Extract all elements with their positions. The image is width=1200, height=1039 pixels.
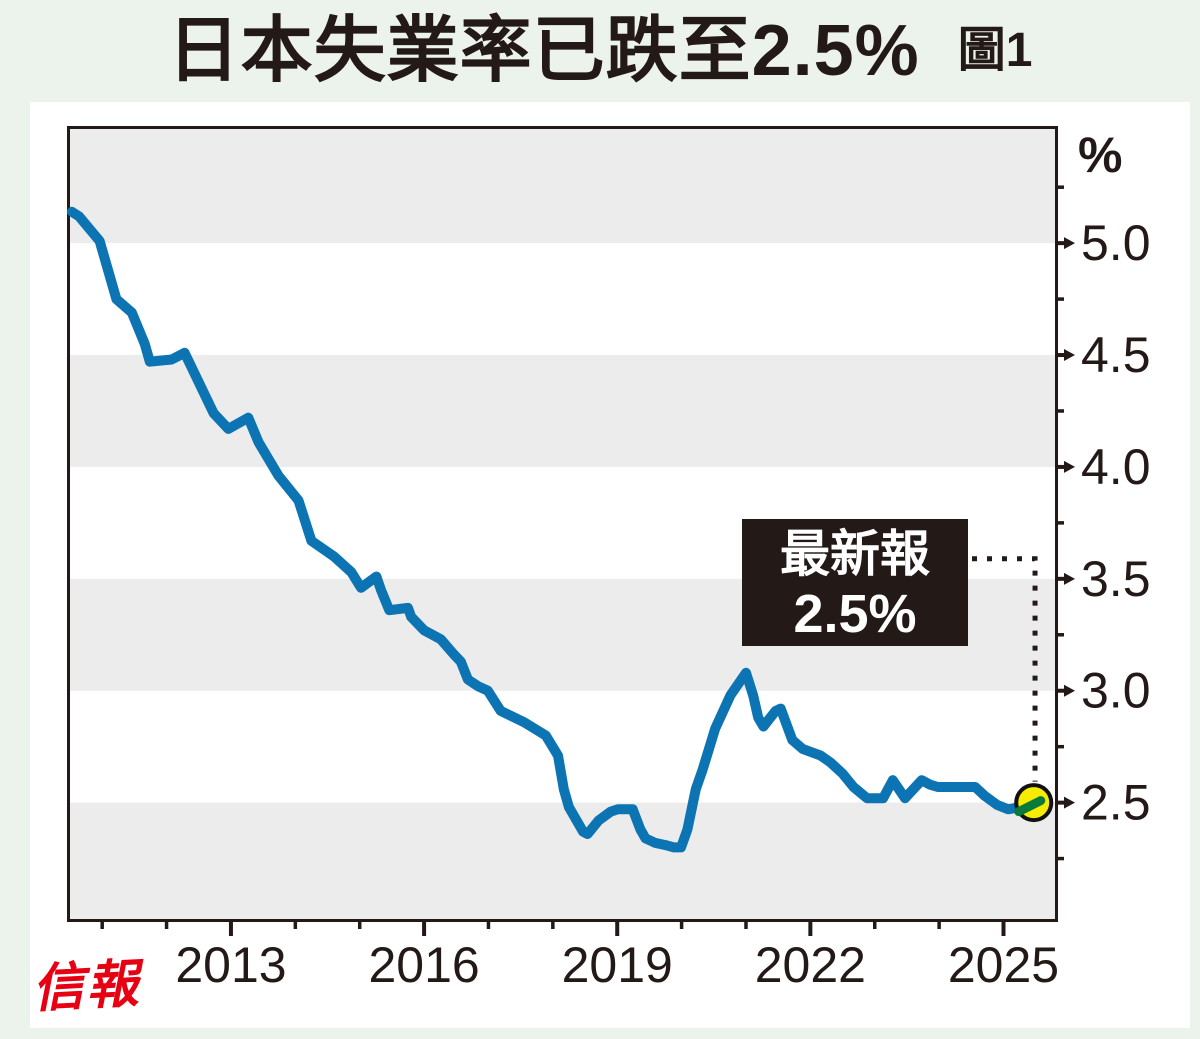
x-tick-label: 2019 xyxy=(562,937,673,993)
x-tick-label: 2025 xyxy=(948,937,1059,993)
y-tick-arrow xyxy=(1064,460,1075,473)
plot-border xyxy=(67,126,1058,922)
y-tick-arrow xyxy=(1064,572,1075,585)
y-tick-label: 2.5 xyxy=(1081,775,1151,831)
unemployment-rate-line xyxy=(66,206,1039,853)
y-tick-label: 3.5 xyxy=(1081,551,1151,607)
y-tick-arrow xyxy=(1064,349,1075,362)
y-tick-label: 3.0 xyxy=(1081,663,1151,719)
y-tick-arrow xyxy=(1064,237,1075,250)
callout-label: 最新報 xyxy=(780,526,930,582)
x-tick-label: 2016 xyxy=(368,937,479,993)
plot-band xyxy=(70,129,1055,244)
callout-value: 2.5% xyxy=(793,584,917,644)
y-tick-label: 4.0 xyxy=(1081,439,1151,495)
plot-band xyxy=(70,802,1055,919)
latest-trend-highlight xyxy=(1014,796,1046,817)
figure-label: 圖1 xyxy=(957,24,1033,77)
x-tick-label: 2013 xyxy=(175,937,286,993)
page-title: 日本失業率已跌至2.5% xyxy=(167,11,920,91)
title-bar: 日本失業率已跌至2.5% 圖1 xyxy=(0,0,1200,102)
latest-value-callout: 最新報 2.5% xyxy=(742,519,968,646)
y-axis-unit-label: % xyxy=(1078,127,1123,183)
y-tick-label: 5.0 xyxy=(1081,215,1151,271)
x-tick-label: 2022 xyxy=(755,937,866,993)
hkej-logo: 信報 xyxy=(30,955,142,1019)
y-tick-label: 4.5 xyxy=(1081,327,1151,383)
callout-connector-dotted-line xyxy=(972,556,1038,782)
y-tick-arrow xyxy=(1064,684,1075,697)
y-tick-arrow xyxy=(1064,796,1075,809)
plot-band xyxy=(70,355,1055,467)
